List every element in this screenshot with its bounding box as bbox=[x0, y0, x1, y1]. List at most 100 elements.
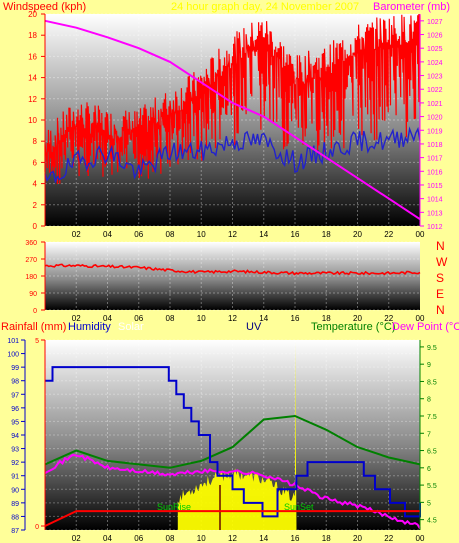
panel3-hum-tick-label: 97 bbox=[11, 392, 19, 399]
panel3-axes: 87888990919293949596979899100101054.555.… bbox=[7, 338, 437, 543]
panel1-right-tick-label: 1021 bbox=[427, 101, 443, 108]
panel3-temp-tick-label: 8 bbox=[427, 397, 431, 404]
panel1-right-tick-label: 1015 bbox=[427, 183, 443, 190]
panel3-hum-tick-label: 89 bbox=[11, 501, 19, 508]
panel3-grid bbox=[45, 339, 420, 531]
panel1-x-tick-label: 04 bbox=[103, 230, 112, 239]
panel3-x-tick-label: 14 bbox=[259, 534, 268, 543]
panel3-hum-tick-label: 98 bbox=[11, 379, 19, 386]
panel2-tick-label: 180 bbox=[25, 274, 37, 281]
panel1-right-tick-label: 1026 bbox=[427, 33, 443, 40]
panel3-hum-tick-label: 91 bbox=[11, 474, 19, 481]
panel3-hum-tick-label: 87 bbox=[11, 528, 19, 535]
panel1-x-tick-label: 06 bbox=[134, 230, 143, 239]
panel3-x-tick-label: 06 bbox=[134, 534, 143, 543]
panel1-left-tick-label: 4 bbox=[33, 180, 38, 189]
panel2-x-tick-label: 06 bbox=[134, 314, 143, 323]
compass-n1: N bbox=[436, 239, 445, 253]
panel3-hum-tick-label: 101 bbox=[7, 338, 19, 345]
panel3-x-tick-label: 20 bbox=[353, 534, 362, 543]
panel3-hum-tick-label: 94 bbox=[11, 433, 19, 440]
panel3-temp-tick-label: 7.5 bbox=[427, 414, 437, 421]
panel3-temp-tick-label: 5.5 bbox=[427, 483, 437, 490]
panel2-x-tick-label: 08 bbox=[166, 314, 175, 323]
panel3-series bbox=[44, 342, 421, 530]
panel3-temp-tick-label: 7 bbox=[427, 431, 431, 438]
panel3-hum-tick-label: 93 bbox=[11, 447, 19, 454]
panel1-x-tick-label: 14 bbox=[259, 230, 268, 239]
panel1-left-tick-label: 18 bbox=[28, 31, 37, 40]
compass-e: E bbox=[436, 287, 445, 301]
panel1-x-tick-label: 18 bbox=[322, 230, 331, 239]
gust-series bbox=[44, 13, 421, 185]
panel2-tick-label: 270 bbox=[25, 257, 37, 264]
panel2-x-tick-label: 04 bbox=[103, 314, 112, 323]
temp-label: Temperature (°C) bbox=[311, 321, 396, 333]
compass-n2: N bbox=[436, 303, 445, 317]
panel1-left-label: Windspeed (kph) bbox=[3, 1, 87, 13]
panel1-right-tick-label: 1018 bbox=[427, 142, 443, 149]
panel3-rain-tick-label: 5 bbox=[35, 338, 39, 345]
panel3-x-tick-label: 10 bbox=[197, 534, 206, 543]
sunset-label: SunSet bbox=[284, 502, 314, 512]
panel1-right-tick-label: 1013 bbox=[427, 210, 443, 217]
panel1-left-tick-label: 0 bbox=[33, 222, 38, 231]
panel1-left-tick-label: 2 bbox=[33, 201, 38, 210]
humidity-series bbox=[45, 366, 421, 518]
panel1-right-tick-label: 1022 bbox=[427, 87, 443, 94]
panel1-x-tick-label: 16 bbox=[291, 230, 300, 239]
panel2-x-tick-label: 00 bbox=[416, 314, 425, 323]
humidity-label: Humidity bbox=[68, 321, 111, 333]
panel2-x-tick-label: 18 bbox=[322, 314, 331, 323]
panel1-left-tick-label: 6 bbox=[33, 158, 38, 167]
panel3-temp-tick-label: 9 bbox=[427, 362, 431, 369]
panel1-right-tick-label: 1020 bbox=[427, 115, 443, 122]
panel1-x-tick-label: 02 bbox=[72, 230, 81, 239]
uv-label: UV bbox=[246, 321, 262, 333]
panel3-hum-tick-label: 99 bbox=[11, 365, 19, 372]
panel1-left-tick-label: 16 bbox=[28, 52, 37, 61]
panel1-right-tick-label: 1025 bbox=[427, 46, 443, 53]
panel1-title: 24 hour graph day, 24 November 2007 bbox=[171, 1, 360, 13]
panel2-axes: 360 270 180 90 0 02 04 06 08 10 12 14 16 18 20 22 00 bbox=[25, 240, 425, 323]
panel3-temp-tick-label: 6.5 bbox=[427, 449, 437, 456]
panel2-tick-label: 360 bbox=[25, 240, 37, 247]
rain-label: Rainfall (mm) bbox=[1, 321, 67, 333]
panel2-grid bbox=[45, 241, 420, 311]
panel3-x-tick-label: 12 bbox=[228, 534, 237, 543]
solar-label: Solar bbox=[118, 321, 144, 333]
panel1-left-tick-label: 8 bbox=[33, 137, 38, 146]
panel1-x-tick-label: 20 bbox=[353, 230, 362, 239]
panel2-x-tick-label: 02 bbox=[72, 314, 81, 323]
panel3-hum-tick-label: 90 bbox=[11, 487, 19, 494]
panel3-x-tick-label: 04 bbox=[103, 534, 112, 543]
panel1-right-label: Barometer (mb) bbox=[373, 1, 451, 13]
panel2-series bbox=[44, 263, 421, 276]
panel2-x-tick-label: 20 bbox=[353, 314, 362, 323]
panel3-hum-tick-label: 92 bbox=[11, 460, 19, 467]
panel3-temp-tick-label: 6 bbox=[427, 466, 431, 473]
compass-s: S bbox=[436, 271, 445, 285]
panel2-plot-area bbox=[45, 242, 420, 310]
panel1-series bbox=[44, 13, 421, 221]
barometer-series bbox=[44, 19, 421, 221]
sunrise-label: SunRise bbox=[157, 502, 192, 512]
panel1-left-tick-label: 12 bbox=[28, 95, 37, 104]
panel3-temp-tick-label: 5 bbox=[427, 500, 431, 507]
panel3-temp-tick-label: 9.5 bbox=[427, 345, 437, 352]
panel3-x-tick-label: 16 bbox=[291, 534, 300, 543]
dewpoint-series bbox=[44, 453, 421, 530]
panel2-x-tick-label: 12 bbox=[228, 314, 237, 323]
panel3-hum-tick-label: 88 bbox=[11, 514, 19, 521]
windspeed-series bbox=[44, 126, 421, 184]
panel2-tick-label: 90 bbox=[29, 291, 37, 298]
panel2-x-tick-label: 16 bbox=[291, 314, 300, 323]
panel3-hum-tick-label: 100 bbox=[7, 352, 19, 359]
panel3-x-tick-label: 08 bbox=[166, 534, 175, 543]
panel1-left-tick-label: 20 bbox=[28, 10, 37, 19]
panel1-x-tick-label: 00 bbox=[416, 230, 425, 239]
panel1-x-tick-label: 10 bbox=[197, 230, 206, 239]
uv-solar-area bbox=[177, 342, 297, 530]
panel1-x-tick-label: 08 bbox=[166, 230, 175, 239]
